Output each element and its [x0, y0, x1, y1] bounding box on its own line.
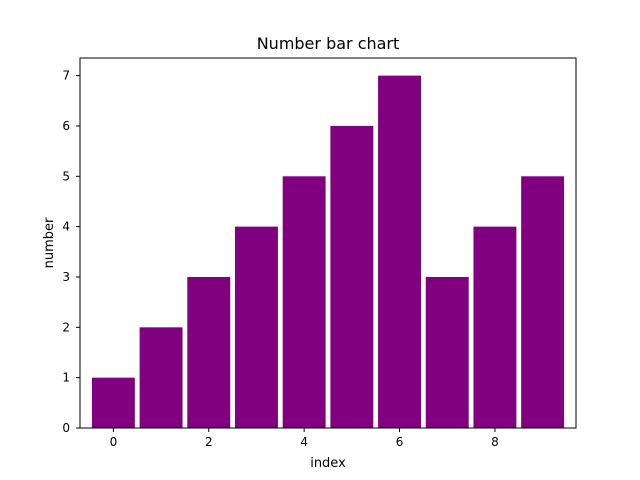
chart-title: Number bar chart — [257, 34, 400, 53]
bar-6 — [378, 75, 421, 428]
y-tick-label-2: 2 — [62, 320, 70, 334]
y-tick-label-7: 7 — [62, 69, 70, 83]
x-tick-label-6: 6 — [396, 435, 404, 449]
bar-3 — [235, 226, 278, 428]
bar-4 — [282, 176, 326, 428]
y-axis-ticks: 0 1 2 3 4 5 6 7 — [62, 69, 80, 435]
y-tick-label-6: 6 — [62, 119, 70, 133]
y-axis-label: number — [42, 217, 57, 268]
x-axis-ticks: 0 2 4 6 8 — [110, 428, 499, 449]
bars-group — [91, 75, 565, 429]
bar-8 — [473, 226, 517, 428]
bar-7 — [425, 276, 469, 428]
y-tick-label-0: 0 — [62, 421, 70, 435]
x-tick-label-2: 2 — [205, 435, 213, 449]
bar-1 — [139, 327, 183, 428]
y-tick-label-3: 3 — [62, 270, 70, 284]
y-tick-label-1: 1 — [62, 371, 70, 385]
plot-frame — [79, 57, 577, 429]
bar-5 — [330, 125, 374, 429]
y-tick-label-4: 4 — [62, 220, 70, 234]
bar-0 — [91, 377, 135, 428]
x-axis-label: index — [310, 456, 346, 471]
x-tick-label-0: 0 — [110, 435, 118, 449]
y-tick-label-5: 5 — [62, 169, 70, 183]
x-tick-label-4: 4 — [300, 435, 308, 449]
x-tick-label-8: 8 — [491, 435, 499, 449]
bar-2 — [187, 276, 231, 428]
bar-9 — [521, 176, 565, 428]
